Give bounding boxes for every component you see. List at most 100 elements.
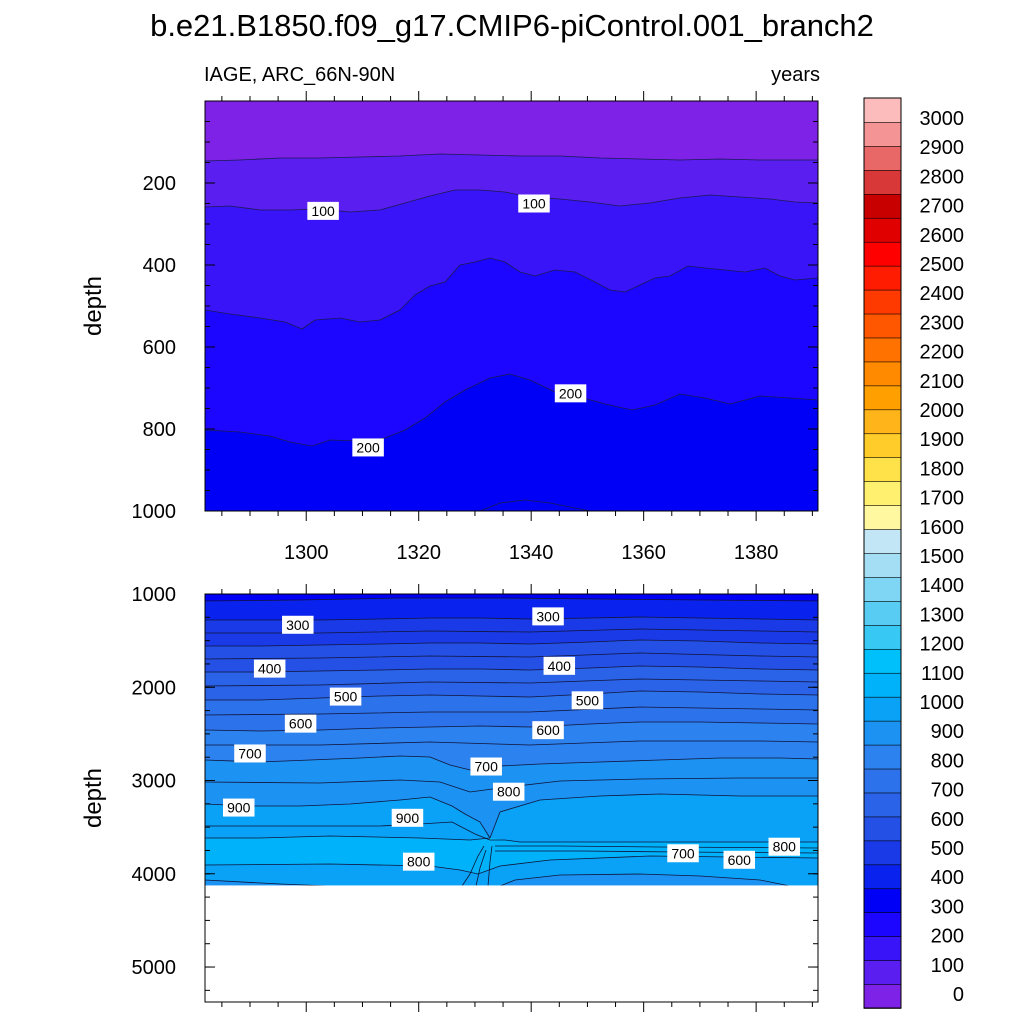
colorbar-swatch xyxy=(863,648,902,674)
lower-contour-label: 400 xyxy=(258,661,282,677)
lower-y-axis-title: depth xyxy=(80,768,107,828)
colorbar-label: 0 xyxy=(953,984,964,1006)
colorbar-label: 1000 xyxy=(920,692,965,714)
colorbar-label: 100 xyxy=(931,955,964,977)
lower-band-200 xyxy=(205,594,818,620)
upper-contour-labels: 100 100 200 200 xyxy=(307,194,587,457)
lower-contour-line xyxy=(205,706,818,716)
colorbar-label: 900 xyxy=(931,721,964,743)
colorbar-label: 2000 xyxy=(920,400,965,422)
lower-contour-label-box xyxy=(571,691,604,710)
lower-y-tick-label: 2000 xyxy=(132,677,177,699)
colorbar-label: 1900 xyxy=(920,429,965,451)
upper-contour-label: 100 xyxy=(311,203,335,219)
colorbar-label: 2700 xyxy=(920,196,965,218)
x-tick-label: 1320 xyxy=(396,542,441,564)
lower-contour-label: 600 xyxy=(289,716,313,732)
colorbar-label: 1100 xyxy=(921,663,964,685)
lower-contour-label: 800 xyxy=(497,784,521,800)
colorbar-swatch xyxy=(863,121,902,147)
colorbar-swatch xyxy=(863,816,902,842)
lower-contour-label-box xyxy=(723,850,756,869)
colorbar-swatch xyxy=(863,792,902,818)
lower-contour-label-box xyxy=(282,615,314,634)
lower-contour-line xyxy=(205,639,818,647)
lower-contour-line xyxy=(205,855,818,875)
colorbar-swatch xyxy=(863,145,902,171)
lower-contour-label: 600 xyxy=(728,852,752,868)
lower-contour-line xyxy=(205,777,818,793)
colorbar-swatch xyxy=(863,193,902,219)
colorbar-swatch xyxy=(863,744,902,770)
lower-contour-label-box xyxy=(543,656,576,675)
lower-contour-line xyxy=(205,628,818,634)
upper-y-axis-title: depth xyxy=(80,276,107,336)
lower-y-tick-label: 4000 xyxy=(132,864,177,886)
upper-contour-line xyxy=(205,373,818,447)
colorbar-swatch xyxy=(863,504,902,530)
upper-contour-label-box xyxy=(554,384,587,403)
lower-band-800 xyxy=(205,880,330,886)
colorbar-swatch xyxy=(863,528,902,554)
colorbar-label: 2800 xyxy=(920,166,965,188)
upper-contour-line xyxy=(205,257,818,330)
colorbar-label: 1600 xyxy=(920,517,965,539)
upper-contour-fill: 100 100 200 200 xyxy=(205,101,818,511)
colorbar-label: 2500 xyxy=(920,254,965,276)
upper-band-0 xyxy=(205,101,818,161)
colorbar-label: 200 xyxy=(931,926,964,948)
colorbar-frame xyxy=(863,97,902,1009)
lower-contour-label-box xyxy=(402,852,435,871)
lower-y-tick-label: 3000 xyxy=(132,771,177,793)
colorbar-swatch xyxy=(863,361,902,387)
colorbar-swatch xyxy=(863,432,902,459)
upper-panel: 100 100 200 200 200 400 600 800 1000 1300 1320 134… xyxy=(80,91,819,564)
lower-contour-label: 300 xyxy=(536,608,560,624)
x-tick-label: 1380 xyxy=(734,542,779,564)
lower-contour-label-box xyxy=(253,659,286,678)
colorbar-label: 500 xyxy=(931,838,964,860)
x-tick-label: 1300 xyxy=(284,542,329,564)
lower-contour-line xyxy=(205,755,818,771)
lower-contour-label: 700 xyxy=(671,845,695,861)
lower-contour-label-box xyxy=(329,687,362,706)
lower-contour-line xyxy=(495,845,818,849)
lower-contour-label-box xyxy=(768,837,801,856)
colorbar-label: 1500 xyxy=(920,546,965,568)
colorbar-swatch xyxy=(863,313,902,339)
colorbar-swatch xyxy=(863,241,902,267)
lower-plot-frame xyxy=(204,593,819,1003)
lower-axes: 1000 2000 3000 4000 5000 xyxy=(132,584,818,1012)
units-label: years xyxy=(771,64,820,86)
colorbar-swatch xyxy=(863,983,902,1009)
lower-contour-label: 700 xyxy=(238,745,262,761)
lower-contour-label-box xyxy=(222,798,255,817)
lower-contour-label-box xyxy=(234,744,266,763)
lower-contour-line xyxy=(205,652,818,660)
lower-y-tick-label: 5000 xyxy=(132,957,177,979)
lower-contour-label-box xyxy=(532,607,564,626)
upper-y-tick-label: 1000 xyxy=(132,501,177,523)
upper-contour-label: 200 xyxy=(559,385,583,401)
colorbar-swatch xyxy=(863,576,902,602)
colorbar-swatch xyxy=(863,169,902,195)
colorbar-label: 1800 xyxy=(920,458,965,480)
variable-label: IAGE xyxy=(204,64,252,86)
lower-contour-line xyxy=(499,873,791,887)
colorbar-label: 2100 xyxy=(920,371,965,393)
lower-contour-fill: 300 300 400 400 500 500 600 600 700 700 800 900 900 8… xyxy=(205,594,818,887)
colorbar-swatch xyxy=(863,409,902,435)
colorbar-swatch xyxy=(863,840,902,866)
lower-contour-label: 800 xyxy=(407,854,431,870)
label-separator: , xyxy=(252,64,262,86)
colorbar-label: 2200 xyxy=(920,342,965,364)
lower-contour-line xyxy=(205,690,818,701)
upper-y-tick-label: 400 xyxy=(143,255,176,277)
upper-contour-line xyxy=(479,499,591,511)
colorbar-label: 1400 xyxy=(920,575,965,597)
lower-contour-label: 900 xyxy=(227,800,251,816)
colorbar: 3000290028002700260025002400230022002100… xyxy=(863,97,965,1009)
lower-contour-label-box xyxy=(391,808,424,827)
lower-contour-line xyxy=(205,597,818,602)
